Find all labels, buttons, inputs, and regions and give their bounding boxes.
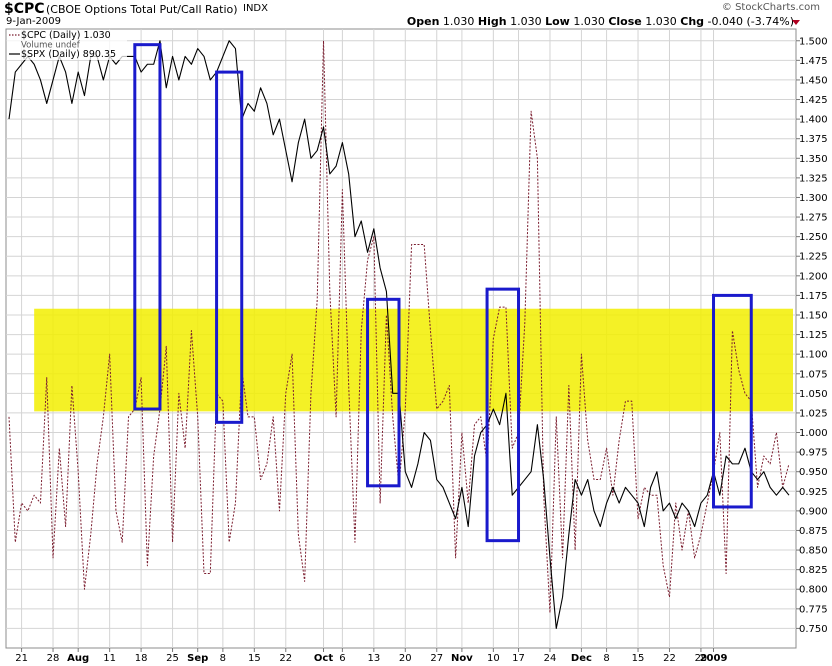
- high-value: 1.030: [510, 15, 542, 28]
- x-tick-label: 15: [632, 653, 645, 664]
- y-tick-label: 1.450: [799, 75, 828, 86]
- y-tick-label: 1.275: [799, 213, 828, 224]
- y-tick-label: 1.225: [799, 252, 828, 263]
- annotation-box: [366, 297, 401, 488]
- y-tick-label: 0.900: [799, 506, 828, 517]
- x-tick-label: 25: [166, 653, 179, 664]
- x-tick-label: Sep: [187, 653, 208, 664]
- x-tick-label: 8: [603, 653, 609, 664]
- y-tick-label: 1.000: [799, 428, 828, 439]
- x-tick-label: 29: [695, 653, 708, 664]
- y-tick-label: 1.125: [799, 330, 828, 341]
- y-tick-label: 1.025: [799, 408, 828, 419]
- highlight-band-layer: [34, 308, 793, 412]
- y-tick-label: 1.475: [799, 56, 828, 67]
- x-tick-label: 28: [47, 653, 60, 664]
- chg-label: Chg: [680, 15, 705, 28]
- low-label: Low: [545, 15, 570, 28]
- x-tick-label: 21: [15, 653, 28, 664]
- open-label: Open: [406, 15, 440, 28]
- x-tick-label: 17: [512, 653, 525, 664]
- open-value: 1.030: [442, 15, 475, 28]
- chart-symbol: $CPC: [4, 1, 45, 17]
- x-tick-label: 8: [220, 653, 226, 664]
- ohlc-readout: Open 1.030 High 1.030 Low 1.030 Close 1.…: [407, 15, 794, 28]
- y-tick-label: 1.175: [799, 291, 828, 302]
- close-value: 1.030: [645, 15, 677, 28]
- x-tick-label: 24: [544, 653, 557, 664]
- y-tick-label: 0.800: [799, 585, 828, 596]
- close-label: Close: [608, 15, 642, 28]
- y-tick-label: 1.425: [799, 95, 828, 106]
- annotation-box: [485, 287, 521, 543]
- y-tick-label: 0.975: [799, 448, 828, 459]
- x-tick-label: Dec: [571, 653, 592, 664]
- y-tick-label: 0.775: [799, 604, 828, 615]
- y-tick-label: 1.150: [799, 310, 828, 321]
- x-tick-label: 11: [103, 653, 116, 664]
- x-tick-label: 10: [487, 653, 500, 664]
- legend-label: $CPC (Daily) 1.030: [21, 30, 111, 41]
- cpc-series-line: [8, 40, 790, 614]
- y-tick-label: 1.050: [799, 389, 828, 400]
- annotation-box: [712, 293, 753, 509]
- chart-date: 9-Jan-2009: [6, 16, 61, 27]
- legend-background: [7, 30, 127, 60]
- y-tick-label: 1.200: [799, 271, 828, 282]
- x-tick-label: 22: [663, 653, 676, 664]
- y-tick-label: 1.075: [799, 369, 828, 380]
- x-tick-label: 13: [367, 653, 380, 664]
- annotation-boxes: [133, 43, 753, 543]
- y-tick-label: 1.250: [799, 232, 828, 243]
- chart-description: (CBOE Options Total Put/Call Ratio): [46, 3, 238, 16]
- x-tick-label: 18: [135, 653, 148, 664]
- x-tick-label: Oct: [314, 653, 333, 664]
- x-tick-label: 20: [399, 653, 412, 664]
- x-tick-label: Aug: [67, 653, 89, 664]
- y-tick-label: 0.750: [799, 624, 828, 635]
- y-tick-label: 1.300: [799, 193, 828, 204]
- y-tick-label: 1.100: [799, 350, 828, 361]
- legend-label: Volume undef: [21, 41, 81, 51]
- x-tick-label: 27: [430, 653, 443, 664]
- y-tick-label: 1.400: [799, 115, 828, 126]
- y-tick-label: 0.875: [799, 526, 828, 537]
- x-tick-label: 2009: [700, 653, 728, 664]
- annotation-box: [133, 43, 162, 411]
- x-tick-label: Nov: [451, 653, 473, 664]
- exchange-label: INDX: [243, 3, 268, 14]
- y-tick-label: 1.325: [799, 173, 828, 184]
- brand-logo: © StockCharts.com: [721, 2, 820, 13]
- legend-label: $SPX (Daily) 890.35: [21, 49, 116, 60]
- x-axis: 21 28 Aug 11 18 25 Sep 8 15 22 Oct 6 13 20 27 Nov 10 17 24…: [15, 648, 727, 664]
- chg-value: -0.040 (-3.74%): [707, 15, 794, 28]
- y-tick-label: 0.950: [799, 467, 828, 478]
- y-axis: 1.500 1.475 1.450 1.425 1.400 1.375 1.350 1.325…: [796, 36, 828, 635]
- highlight-band: [34, 308, 793, 412]
- down-triangle-icon: [792, 20, 800, 25]
- y-tick-label: 0.925: [799, 487, 828, 498]
- y-tick-label: 0.825: [799, 565, 828, 576]
- y-tick-label: 1.375: [799, 134, 828, 145]
- y-tick-label: 1.350: [799, 154, 828, 165]
- y-tick-label: 0.850: [799, 546, 828, 557]
- high-label: High: [477, 15, 507, 28]
- annotation-box: [215, 70, 244, 424]
- x-tick-label: 22: [279, 653, 292, 664]
- x-tick-label: 6: [339, 653, 345, 664]
- y-tick-label: 1.500: [799, 36, 828, 47]
- low-value: 1.030: [573, 15, 605, 28]
- x-tick-label: 15: [248, 653, 261, 664]
